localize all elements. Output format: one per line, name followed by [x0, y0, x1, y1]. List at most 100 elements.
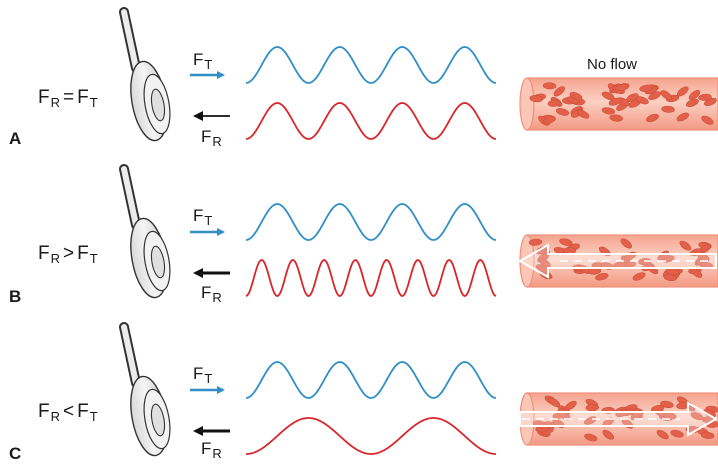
- red-blood-cell: [569, 92, 583, 101]
- relation-left: F: [38, 243, 50, 264]
- red-blood-cell: [608, 97, 622, 106]
- panel-a-received-label: FR: [201, 128, 222, 148]
- red-blood-cell: [615, 83, 629, 92]
- red-blood-cell: [547, 99, 562, 107]
- red-blood-cell: [564, 400, 577, 411]
- blood-vessel-icon: [519, 392, 718, 446]
- panel-c-received-label: FR: [201, 440, 222, 460]
- red-blood-cell: [576, 109, 590, 119]
- red-blood-cell: [601, 107, 616, 115]
- panel-b: [119, 164, 718, 299]
- relation-left-sub: R: [50, 95, 60, 110]
- vessel-opening: [519, 77, 535, 131]
- red-blood-cell: [639, 84, 653, 92]
- red-blood-cell: [677, 86, 689, 97]
- relation-left: F: [38, 87, 50, 108]
- red-blood-cell: [609, 114, 623, 122]
- red-blood-cell: [660, 90, 673, 100]
- red-blood-cell: [656, 429, 669, 440]
- transducer-crystal: [150, 245, 166, 279]
- red-blood-cell: [661, 105, 675, 113]
- relation-left: F: [38, 401, 50, 422]
- red-blood-cell: [620, 238, 632, 249]
- panel-a: [119, 7, 718, 142]
- red-blood-cell: [698, 93, 712, 101]
- panel-b-letter: B: [9, 287, 22, 306]
- received-wave: [245, 417, 497, 455]
- relation-right-sub: T: [89, 251, 98, 266]
- label-base: F: [201, 283, 212, 302]
- relation-operator: >: [63, 243, 75, 264]
- label-sub: R: [212, 290, 222, 305]
- red-blood-cell: [646, 264, 659, 275]
- received-wave: [245, 102, 497, 140]
- red-blood-cell: [601, 91, 615, 100]
- red-blood-cell: [555, 108, 570, 116]
- transducer-cable-inner: [121, 166, 139, 228]
- relation-right: F: [77, 401, 89, 422]
- red-blood-cell: [676, 112, 690, 122]
- red-blood-cell: [646, 113, 659, 123]
- red-blood-cell: [548, 397, 561, 408]
- transmitted-wave: [245, 203, 497, 241]
- panel-c-letter: C: [9, 444, 22, 463]
- relation-right: F: [77, 87, 89, 108]
- panel-a-frequency-relation: FR = FT: [38, 88, 98, 109]
- panel-c-transmitted-label: FT: [193, 365, 212, 385]
- transmitted-wave: [245, 46, 497, 84]
- label-sub: T: [204, 213, 213, 228]
- transducer-icon: [119, 7, 171, 142]
- transducer-cable-inner: [121, 9, 139, 71]
- label-base: F: [193, 364, 204, 383]
- panel-c: [119, 322, 718, 457]
- panel-a-letter: A: [9, 129, 22, 148]
- relation-right: F: [77, 243, 89, 264]
- red-blood-cell: [542, 116, 556, 125]
- panel-b-received-label: FR: [201, 284, 222, 304]
- label-sub: R: [212, 446, 222, 461]
- red-blood-cell: [529, 95, 543, 103]
- label-sub: R: [212, 134, 222, 149]
- red-blood-cell: [703, 409, 716, 418]
- red-blood-cell: [700, 431, 715, 439]
- panel-b-frequency-relation: FR > FT: [38, 244, 98, 265]
- transducer-cable-inner: [121, 324, 139, 386]
- blood-vessel-icon: [519, 77, 718, 131]
- relation-operator: <: [63, 401, 75, 422]
- red-blood-cell: [595, 272, 609, 281]
- red-blood-cell: [559, 238, 573, 246]
- transducer-icon: [119, 322, 171, 457]
- label-base: F: [193, 206, 204, 225]
- red-blood-cell: [701, 115, 714, 125]
- transducer-crystal: [150, 403, 166, 437]
- transducer-icon: [119, 164, 171, 299]
- red-blood-cell: [632, 272, 646, 281]
- transducer-crystal: [150, 88, 166, 122]
- panel-c-frequency-relation: FR < FT: [38, 402, 98, 423]
- relation-left-sub: R: [50, 409, 60, 424]
- label-sub: T: [204, 57, 213, 72]
- red-blood-cell: [542, 82, 557, 90]
- red-blood-cell: [553, 86, 565, 97]
- label-base: F: [201, 127, 212, 146]
- blood-vessel-icon: [517, 234, 718, 288]
- red-blood-cell: [676, 402, 690, 410]
- relation-right-sub: T: [89, 409, 98, 424]
- red-blood-cell: [585, 404, 600, 412]
- red-blood-cell: [688, 90, 701, 100]
- red-blood-cell: [528, 238, 543, 246]
- received-wave: [245, 259, 497, 297]
- label-base: F: [201, 439, 212, 458]
- red-blood-cell: [584, 433, 598, 442]
- relation-left-sub: R: [50, 251, 60, 266]
- no-flow-label: No flow: [587, 56, 638, 73]
- transmitted-wave: [245, 361, 497, 399]
- relation-operator: =: [63, 87, 75, 108]
- flow-direction-arrow-icon: [519, 401, 718, 437]
- label-sub: T: [204, 371, 213, 386]
- red-blood-cell: [602, 429, 615, 440]
- red-blood-cell: [679, 240, 692, 251]
- red-blood-cell: [690, 412, 704, 421]
